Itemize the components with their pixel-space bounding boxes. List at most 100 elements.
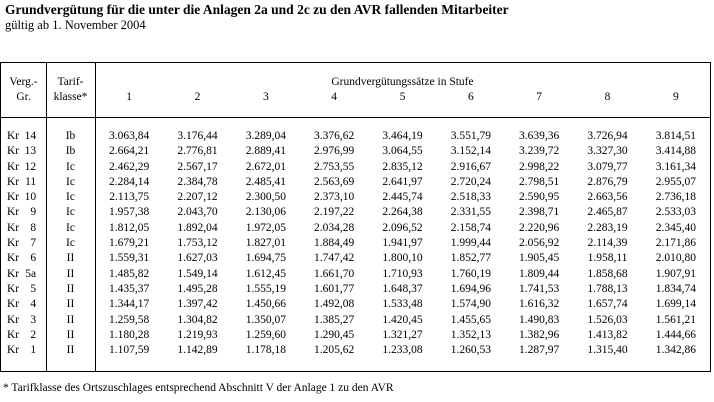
- cell-stufe-value: 2.171,86: [655, 237, 696, 250]
- footnote: * Tarifklasse des Ortszuschlages entspre…: [3, 382, 394, 394]
- cell-stufe-value: 3.239,72: [519, 145, 560, 158]
- verg-gr-number: 3: [30, 313, 37, 326]
- cell-tarifklasse: Ic: [66, 175, 75, 188]
- verg-gr-prefix: Kr: [7, 282, 20, 295]
- verg-gr-number: 4: [30, 298, 37, 311]
- cell-stufe-value: 1.259,58: [109, 313, 150, 326]
- cell-verg-gr: Kr 10: [1, 190, 46, 205]
- table-row: Kr 13 Ib 2.664,21 2.776,81 2.889,41 2.976,99 3.…: [1, 144, 710, 159]
- cell-stufe-value: 1.290,45: [314, 328, 355, 341]
- cell-stufe-value: 1.941,97: [382, 237, 423, 250]
- cell-stufe-value: 1.385,27: [314, 313, 355, 326]
- cell-stufe-value: 2.835,12: [382, 160, 423, 173]
- table-row: Kr 10 Ic 2.113,75 2.207,12 2.300,50 2.373,10 2.…: [1, 190, 710, 205]
- header-verg-gr-line1: Verg.-: [9, 76, 38, 88]
- cell-stufe-value: 2.533,03: [655, 206, 696, 219]
- cell-stufe-value: 2.753,55: [314, 160, 355, 173]
- cell-stufe-value: 3.464,19: [382, 130, 423, 142]
- cell-stufe-value: 2.998,22: [519, 160, 560, 173]
- cell-tarifklasse: II: [66, 328, 75, 341]
- cell-stufe-value: 1.219,93: [177, 328, 218, 341]
- cell-verg-gr: Kr 9: [1, 205, 46, 220]
- cell-stufe-value: 1.382,96: [519, 328, 560, 341]
- cell-stufe-value: 2.976,99: [314, 145, 355, 158]
- cell-stufe-value: 2.300,50: [245, 191, 286, 204]
- cell-stufe-value: 1.574,90: [450, 298, 491, 311]
- cell-stufe-value: 1.747,42: [314, 252, 355, 265]
- cell-stufe-value: 2.889,41: [245, 145, 286, 158]
- cell-stufe-value: 1.435,37: [109, 282, 150, 295]
- cell-stufe-value: 1.350,07: [245, 313, 286, 326]
- cell-stufe-value: 1.178,18: [245, 344, 286, 357]
- cell-stufe-value: 2.373,10: [314, 191, 355, 204]
- cell-stufe-value: 1.694,75: [245, 252, 286, 265]
- cell-stufe-value: 2.056,92: [519, 237, 560, 250]
- cell-stufe-value: 2.876,79: [587, 175, 628, 188]
- cell-tarifklasse: Ic: [66, 160, 75, 173]
- cell-stufe-value: 2.113,75: [109, 191, 150, 204]
- cell-stufe-value: 1.858,68: [587, 267, 628, 280]
- cell-verg-gr: Kr 11: [1, 175, 46, 190]
- cell-stufe-value: 2.096,52: [382, 221, 423, 234]
- cell-stufe-value: 1.180,28: [109, 328, 150, 341]
- header-stufe-column: 2: [194, 91, 201, 103]
- table-row: Kr 12 Ic 2.462,29 2.567,17 2.672,01 2.753,55 2.…: [1, 160, 710, 175]
- cell-stufe-value: 1.905,45: [519, 252, 560, 265]
- verg-gr-prefix: Kr: [7, 130, 20, 142]
- header-tarifklasse-line1: Tarif-: [57, 76, 84, 88]
- header-tarifklasse: Tarif- klasse*: [46, 63, 95, 117]
- verg-gr-prefix: Kr: [7, 160, 20, 173]
- cell-stufe-value: 1.450,66: [245, 298, 286, 311]
- header-stufe-column: 8: [604, 91, 611, 103]
- header-stufe-column: 1: [126, 91, 133, 103]
- verg-gr-prefix: Kr: [7, 145, 20, 158]
- cell-stufe-value: 1.304,82: [177, 313, 218, 326]
- verg-gr-prefix: Kr: [7, 191, 20, 204]
- cell-stufe-value: 2.567,17: [177, 160, 218, 173]
- cell-verg-gr: Kr 8: [1, 221, 46, 236]
- cell-stufe-value: 1.495,28: [177, 282, 218, 295]
- cell-verg-gr: Kr 1: [1, 343, 46, 358]
- cell-stufe-value: 3.376,62: [314, 130, 355, 142]
- cell-stufe-value: 1.342,86: [655, 344, 696, 357]
- verg-gr-number: 6: [30, 252, 37, 265]
- cell-stufe-value: 2.720,24: [450, 175, 491, 188]
- table-row: Kr 3 II 1.259,58 1.304,82 1.350,07 1.385,27 1.4…: [1, 313, 710, 328]
- cell-stufe-value: 2.264,38: [382, 206, 423, 219]
- cell-stufe-value: 1.561,21: [655, 313, 696, 326]
- verg-gr-number: 1: [30, 344, 37, 357]
- cell-verg-gr: Kr 6: [1, 251, 46, 266]
- table-row: Kr 7 Ic 1.679,21 1.753,12 1.827,01 1.884,49 1.9…: [1, 236, 710, 251]
- cell-stufe-value: 1.259,60: [245, 328, 286, 341]
- cell-stufe-value: 1.413,82: [587, 328, 628, 341]
- verg-gr-number: 7: [30, 237, 37, 250]
- table-row: Kr 5 II 1.435,37 1.495,28 1.555,19 1.601,77 1.6…: [1, 282, 710, 297]
- verg-gr-number: 8: [30, 221, 37, 234]
- cell-stufe-value: 2.672,01: [245, 160, 286, 173]
- remuneration-table: Verg.- Gr. Tarif- klasse* Grundvergütung…: [0, 62, 711, 372]
- table-row: Kr 6 II 1.559,31 1.627,03 1.694,75 1.747,42 1.8…: [1, 251, 710, 266]
- cell-stufe-value: 2.220,96: [519, 221, 560, 234]
- cell-stufe-value: 2.197,22: [314, 206, 355, 219]
- table-row: Kr 1 II 1.107,59 1.142,89 1.178,18 1.205,62 1.2…: [1, 343, 710, 358]
- header-stufe-column: 9: [672, 91, 679, 103]
- cell-stufe-value: 1.612,45: [245, 267, 286, 280]
- header-verg-gr-line2: Gr.: [16, 91, 31, 103]
- cell-stufe-value: 1.699,14: [655, 298, 696, 311]
- cell-stufe-value: 1.679,21: [109, 237, 150, 250]
- cell-stufe-value: 1.526,03: [587, 313, 628, 326]
- cell-stufe-value: 2.345,40: [655, 221, 696, 234]
- cell-stufe-value: 2.384,78: [177, 175, 218, 188]
- cell-stufe-value: 1.958,11: [587, 252, 628, 265]
- cell-stufe-value: 1.972,05: [245, 221, 286, 234]
- cell-stufe-value: 1.352,13: [450, 328, 491, 341]
- cell-stufe-value: 1.601,77: [314, 282, 355, 295]
- cell-stufe-value: 1.559,31: [109, 252, 150, 265]
- cell-stufe-value: 2.641,97: [382, 175, 423, 188]
- cell-tarifklasse: Ib: [65, 145, 76, 158]
- cell-stufe-value: 1.760,19: [450, 267, 491, 280]
- cell-stufe-value: 1.287,97: [519, 344, 560, 357]
- header-verg-gr: Verg.- Gr.: [1, 63, 46, 117]
- cell-verg-gr: Kr 5a: [1, 267, 46, 282]
- cell-tarifklasse: II: [66, 298, 75, 311]
